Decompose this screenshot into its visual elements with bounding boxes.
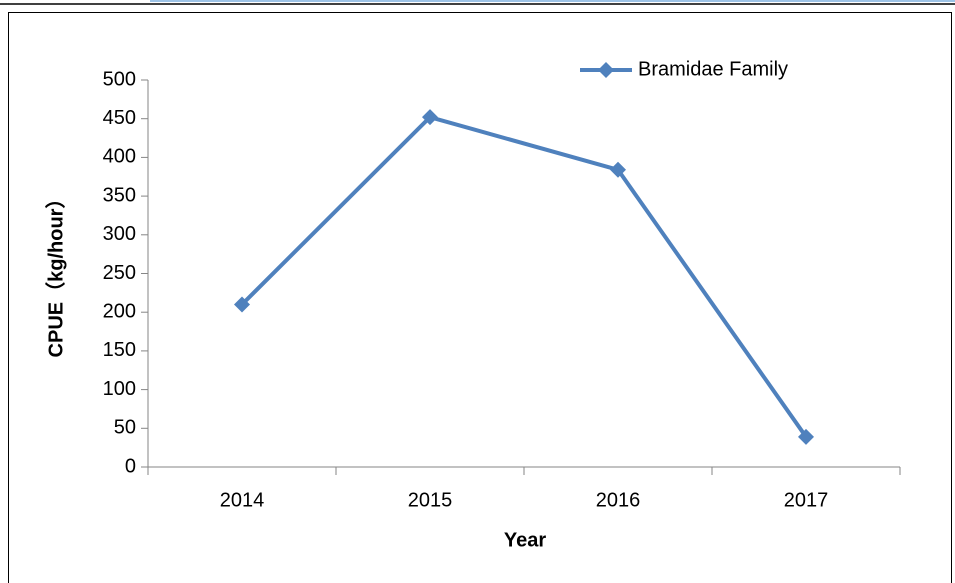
y-tick-label: 50 bbox=[114, 417, 136, 439]
x-axis-label: Year bbox=[504, 529, 546, 551]
x-tick-label: 2017 bbox=[784, 489, 829, 511]
data-marker bbox=[422, 109, 438, 126]
data-marker bbox=[610, 161, 626, 178]
y-axis-label: CPUE（kg/hour） bbox=[44, 189, 67, 358]
chart-frame bbox=[8, 12, 952, 583]
y-tick-label: 250 bbox=[103, 262, 136, 284]
data-marker bbox=[234, 296, 250, 313]
x-tick-label: 2015 bbox=[408, 489, 453, 511]
x-tick-label: 2014 bbox=[220, 489, 265, 511]
x-tick-label: 2016 bbox=[596, 489, 641, 511]
legend-label: Bramidae Family bbox=[638, 58, 788, 80]
y-tick-label: 350 bbox=[103, 184, 136, 206]
legend-marker bbox=[598, 62, 614, 78]
y-tick-label: 500 bbox=[103, 68, 136, 90]
y-tick-label: 450 bbox=[103, 107, 136, 129]
data-marker bbox=[798, 428, 814, 445]
data-line bbox=[240, 115, 808, 438]
y-tick-label: 300 bbox=[103, 223, 136, 245]
y-tick-label: 150 bbox=[103, 339, 136, 361]
y-tick-label: 200 bbox=[103, 300, 136, 322]
y-tick-label: 0 bbox=[125, 455, 136, 477]
y-tick-label: 400 bbox=[103, 146, 136, 168]
y-tick-label: 100 bbox=[103, 378, 136, 400]
